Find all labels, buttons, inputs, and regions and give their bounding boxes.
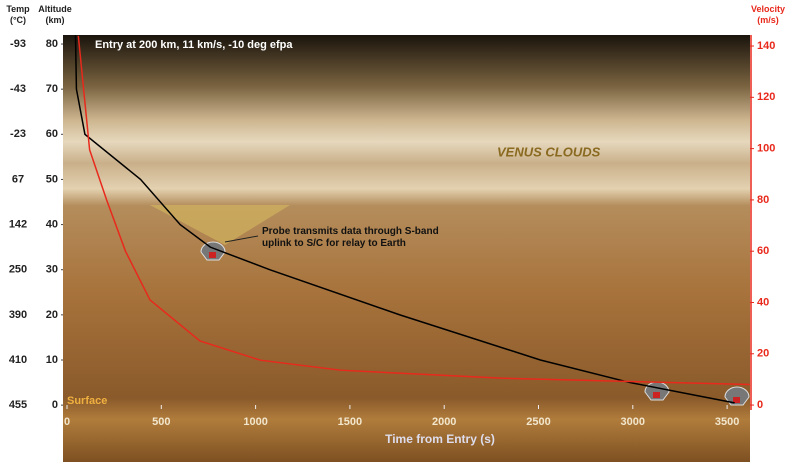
y2-tick-label: 140 [757,40,775,52]
x-tick-label: 3500 [715,416,739,428]
y-tick-label: 10 [46,354,58,366]
y-tick-label: 40 [46,218,58,230]
x-tick-label: 2500 [526,416,550,428]
surface-label: Surface [67,395,107,407]
y2-tick-label: 100 [757,143,775,155]
x-tick-label: 500 [152,416,170,428]
temp-label: 410 [9,354,27,366]
y-tick-label: 30 [46,264,58,276]
y2-tick-label: 120 [757,91,775,103]
y-tick-label: 50 [46,173,58,185]
y-tick-label: 60 [46,128,58,140]
y2-axis-label: Velocity (m/s) [751,4,785,25]
temp-label: 250 [9,264,27,276]
y-tick-label: 80 [46,38,58,50]
y2-tick-label: 80 [757,194,769,206]
clouds-label: VENUS CLOUDS [497,144,601,159]
background [63,35,750,462]
temp-label: 142 [9,218,27,230]
x-axis-label: Time from Entry (s) [385,432,495,446]
x-tick-label: 1500 [338,416,362,428]
y2-tick-label: 60 [757,245,769,257]
beam [150,205,290,245]
temp-label: 390 [9,309,27,321]
temp-label: -93 [10,38,26,50]
temp-label: -23 [10,128,26,140]
temp-label: -43 [10,83,26,95]
temp-label: 67 [12,173,24,185]
y-tick-label: 0 [52,399,58,411]
x-tick-label: 3000 [621,416,645,428]
y2-tick-label: 0 [757,399,763,411]
chart-title: Entry at 200 km, 11 km/s, -10 deg efpa [95,39,293,51]
y2-tick-label: 40 [757,296,769,308]
annotation-arrow [224,235,259,243]
temp-label: 455 [9,399,27,411]
temp-axis-label: Temp (°C) [6,4,30,25]
y-axis-label: Altitude (km) [38,4,72,25]
x-tick-label: 1000 [243,416,267,428]
y-tick-label: 20 [46,309,58,321]
y2-tick-label: 20 [757,348,769,360]
probe-annotation: Probe transmits data through S-band upli… [262,226,441,249]
x-tick-label: 0 [64,416,70,428]
series-line [77,35,750,386]
series-line [74,34,735,404]
x-tick-label: 2000 [432,416,456,428]
y-tick-label: 70 [46,83,58,95]
